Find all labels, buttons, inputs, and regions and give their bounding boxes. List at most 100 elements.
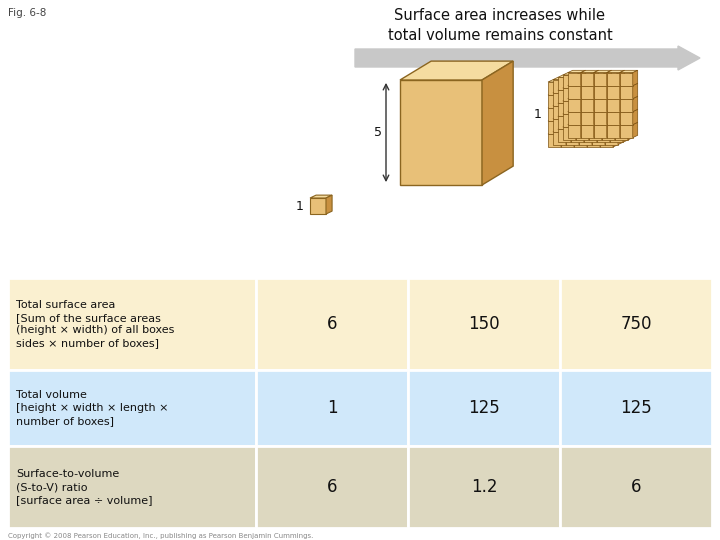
Polygon shape [620,70,638,73]
Polygon shape [605,90,623,93]
Polygon shape [589,112,594,127]
Polygon shape [581,99,594,112]
Polygon shape [602,125,620,127]
Polygon shape [605,77,610,93]
Polygon shape [615,99,633,101]
Polygon shape [574,106,579,121]
Polygon shape [594,83,599,99]
Text: 1: 1 [296,199,304,213]
Polygon shape [581,122,585,138]
Polygon shape [553,129,571,132]
Polygon shape [610,101,615,116]
Polygon shape [561,95,574,108]
Polygon shape [558,77,571,90]
Polygon shape [610,116,623,129]
Polygon shape [579,77,597,80]
Polygon shape [561,106,579,108]
Polygon shape [605,132,618,145]
Polygon shape [548,82,561,95]
Polygon shape [563,127,576,140]
Polygon shape [600,132,605,147]
Polygon shape [607,73,620,86]
Polygon shape [620,83,638,86]
Polygon shape [566,80,579,93]
Polygon shape [581,70,599,73]
Polygon shape [548,134,561,147]
Polygon shape [574,106,592,108]
Polygon shape [571,88,576,103]
Polygon shape [610,127,628,129]
Polygon shape [568,112,581,125]
Polygon shape [620,112,633,125]
Polygon shape [574,82,587,95]
Polygon shape [571,101,576,116]
Polygon shape [592,119,605,132]
Polygon shape [594,112,607,125]
Polygon shape [581,96,585,112]
Polygon shape [579,132,592,145]
Polygon shape [587,106,605,108]
Polygon shape [589,73,607,75]
Polygon shape [574,80,579,95]
Polygon shape [592,116,597,132]
Polygon shape [576,88,589,101]
FancyBboxPatch shape [408,446,560,528]
Polygon shape [558,75,576,77]
Polygon shape [610,114,615,129]
Polygon shape [579,90,584,106]
Polygon shape [576,127,589,140]
Text: 1: 1 [534,108,542,121]
Polygon shape [561,82,574,95]
Polygon shape [600,134,613,147]
Polygon shape [607,70,625,73]
Polygon shape [592,77,597,93]
Polygon shape [576,73,594,75]
Polygon shape [597,103,610,116]
FancyBboxPatch shape [408,370,560,446]
Polygon shape [310,195,332,198]
Polygon shape [574,95,587,108]
Polygon shape [566,129,571,145]
Polygon shape [576,101,589,114]
Polygon shape [587,106,592,121]
Polygon shape [610,75,615,90]
Polygon shape [628,86,633,101]
Polygon shape [566,119,579,132]
Polygon shape [566,77,571,93]
Polygon shape [633,109,638,125]
Polygon shape [620,109,638,112]
Polygon shape [584,114,589,129]
Polygon shape [600,82,613,95]
Polygon shape [548,106,566,108]
Polygon shape [558,129,571,143]
Polygon shape [568,96,585,99]
Polygon shape [615,86,620,101]
Polygon shape [594,70,599,86]
Text: Surface area increases while
total volume remains constant: Surface area increases while total volum… [387,8,613,43]
Polygon shape [607,96,625,99]
Polygon shape [563,88,576,101]
Polygon shape [558,103,571,116]
Polygon shape [610,88,628,90]
Polygon shape [623,75,628,90]
Polygon shape [589,112,607,114]
Polygon shape [571,127,589,129]
Polygon shape [597,116,610,129]
Polygon shape [594,96,612,99]
Polygon shape [589,86,607,88]
Polygon shape [581,86,594,99]
Polygon shape [574,93,579,108]
Polygon shape [561,108,574,121]
Polygon shape [592,77,610,80]
Polygon shape [600,106,605,121]
Polygon shape [571,75,589,77]
Polygon shape [561,80,579,82]
Polygon shape [615,127,628,140]
Polygon shape [576,99,581,114]
Polygon shape [568,70,585,73]
Polygon shape [579,90,597,93]
Polygon shape [613,80,618,95]
Polygon shape [558,88,576,90]
Polygon shape [602,73,607,88]
Polygon shape [620,70,625,86]
